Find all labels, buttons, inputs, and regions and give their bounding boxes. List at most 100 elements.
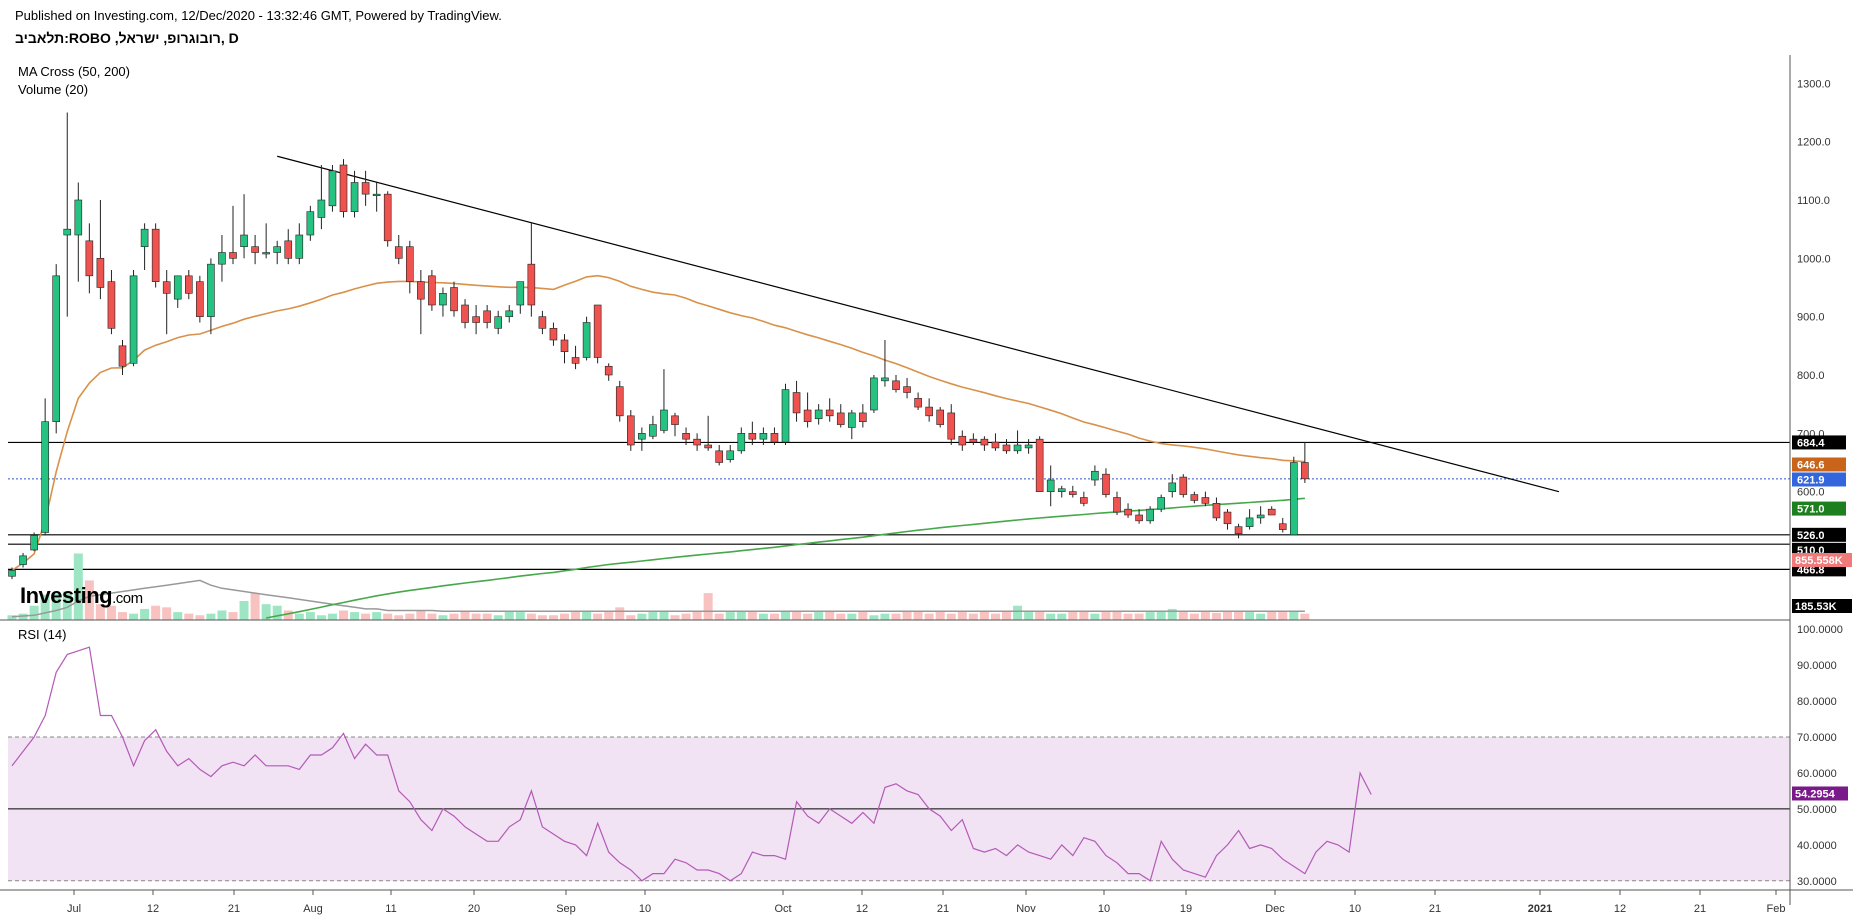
candle-body bbox=[52, 275, 61, 422]
volume-bar bbox=[792, 612, 802, 620]
candle-body bbox=[1290, 462, 1298, 536]
candle-body bbox=[140, 228, 149, 247]
candle-body bbox=[185, 275, 193, 294]
candle-body bbox=[847, 412, 856, 428]
time-tick-label: 21 bbox=[228, 903, 240, 915]
time-tick-label: 10 bbox=[639, 903, 651, 915]
rsi-label[interactable]: RSI (14) bbox=[18, 627, 67, 642]
candle-body bbox=[859, 412, 867, 422]
candle-body bbox=[74, 199, 83, 236]
volume-bar bbox=[294, 613, 304, 620]
candle-body bbox=[350, 182, 359, 212]
time-tick-label: Aug bbox=[303, 903, 323, 915]
volume-bar bbox=[493, 615, 503, 620]
volume-label[interactable]: Volume (20) bbox=[18, 82, 89, 97]
volume-bar bbox=[836, 613, 846, 620]
candle-body bbox=[626, 415, 635, 446]
candle-body bbox=[814, 409, 823, 420]
candle-body bbox=[1046, 479, 1055, 492]
candle-body bbox=[1267, 508, 1276, 516]
volume-bar bbox=[803, 613, 813, 620]
time-tick-label: Jul bbox=[67, 903, 81, 915]
volume-bar bbox=[151, 605, 161, 620]
volume-bar bbox=[880, 613, 890, 620]
volume-bar bbox=[515, 612, 525, 620]
volume-bar bbox=[1289, 610, 1299, 620]
candle-body bbox=[737, 433, 746, 452]
volume-bar bbox=[73, 553, 83, 620]
volume-bar bbox=[217, 610, 227, 620]
volume-bar bbox=[1002, 612, 1011, 620]
candle-body bbox=[129, 275, 138, 364]
candle-body bbox=[1091, 470, 1099, 481]
rsi-tick-label: 80.0000 bbox=[1797, 696, 1837, 708]
candle-body bbox=[571, 357, 580, 364]
candle-body bbox=[682, 433, 690, 440]
volume-bar bbox=[173, 612, 183, 620]
price-tag-bg bbox=[1792, 435, 1846, 450]
ma-cross-label[interactable]: MA Cross (50, 200) bbox=[18, 64, 130, 79]
candle-body bbox=[273, 246, 282, 253]
price-tag-label: 466.8 bbox=[1797, 564, 1825, 576]
candle-body bbox=[19, 555, 27, 565]
volume-bar bbox=[95, 604, 105, 620]
candle-body bbox=[693, 438, 701, 446]
candle-body bbox=[770, 433, 779, 443]
candle-body bbox=[1002, 444, 1011, 452]
volume-bar bbox=[1090, 613, 1100, 620]
rsi-tick-label: 90.0000 bbox=[1797, 660, 1837, 672]
symbol-title: תלאביב:ROBO ,רובוגרופ, ישראל, D bbox=[15, 30, 239, 46]
volume-bar bbox=[615, 607, 625, 620]
volume-bar bbox=[1057, 613, 1067, 620]
volume-bar bbox=[1156, 610, 1166, 620]
candle-body bbox=[1256, 514, 1265, 519]
candle-body bbox=[85, 240, 94, 277]
candle-body bbox=[649, 424, 657, 437]
volume-bar bbox=[339, 610, 348, 620]
price-tag-bg bbox=[1792, 472, 1846, 487]
volume-bar bbox=[957, 612, 967, 620]
volume-bar bbox=[1112, 610, 1122, 620]
volume-tag-label: 855.558K bbox=[1795, 555, 1843, 567]
candle-body bbox=[306, 211, 315, 236]
volume-bar bbox=[62, 591, 72, 620]
volume-bar bbox=[593, 613, 603, 620]
candle-body bbox=[1278, 523, 1287, 530]
candle-body bbox=[726, 450, 735, 460]
rsi-tick-label: 30.0000 bbox=[1797, 876, 1837, 888]
volume-bar bbox=[140, 608, 150, 620]
volume-bar bbox=[604, 612, 614, 620]
candle-body bbox=[715, 450, 724, 463]
volume-bar bbox=[394, 615, 404, 620]
volume-bar bbox=[825, 610, 835, 620]
time-tick-label: Feb bbox=[1767, 903, 1786, 915]
candle-body bbox=[1245, 517, 1254, 527]
candle-body bbox=[1223, 511, 1232, 525]
candle-body bbox=[1179, 476, 1188, 495]
volume-bar bbox=[847, 613, 857, 620]
rsi-tick-label: 50.0000 bbox=[1797, 804, 1837, 816]
candle-body bbox=[903, 386, 911, 393]
volume-bar bbox=[1245, 612, 1255, 620]
volume-bar bbox=[736, 610, 746, 620]
volume-bar bbox=[106, 605, 116, 620]
price-tick-label: 900.0 bbox=[1797, 312, 1825, 324]
volume-bar bbox=[935, 612, 945, 620]
volume-bar bbox=[526, 613, 536, 620]
candle-body bbox=[417, 281, 425, 300]
candle-body bbox=[781, 389, 790, 443]
candle-body bbox=[914, 398, 922, 408]
volume-bar bbox=[1101, 612, 1111, 620]
candle-body bbox=[428, 275, 436, 306]
candle-body bbox=[229, 252, 237, 259]
candle-body bbox=[1301, 462, 1309, 480]
candle-body bbox=[361, 182, 370, 195]
volume-bar bbox=[626, 615, 636, 620]
volume-bar bbox=[272, 605, 282, 620]
volume-bar bbox=[206, 613, 216, 620]
time-tick-label: Sep bbox=[556, 903, 576, 915]
candle-body bbox=[527, 263, 536, 306]
volume-bar bbox=[1189, 613, 1199, 620]
time-tick-label: Nov bbox=[1016, 903, 1036, 915]
